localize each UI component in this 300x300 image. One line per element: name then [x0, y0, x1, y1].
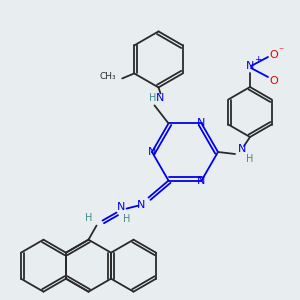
- Text: H: H: [85, 213, 92, 223]
- Text: N: N: [117, 202, 126, 212]
- Text: H: H: [246, 154, 254, 164]
- Text: ⁻: ⁻: [278, 46, 284, 56]
- Text: N: N: [246, 61, 254, 71]
- Text: H: H: [149, 93, 156, 103]
- Text: N: N: [238, 144, 246, 154]
- Text: N: N: [156, 93, 165, 103]
- Text: CH₃: CH₃: [100, 72, 116, 81]
- Text: O: O: [270, 50, 278, 60]
- Text: H: H: [123, 214, 130, 224]
- Text: N: N: [197, 176, 206, 186]
- Text: N: N: [148, 147, 156, 157]
- Text: N: N: [137, 200, 146, 210]
- Text: +: +: [254, 55, 262, 64]
- Text: O: O: [270, 76, 278, 86]
- Text: N: N: [197, 118, 206, 128]
